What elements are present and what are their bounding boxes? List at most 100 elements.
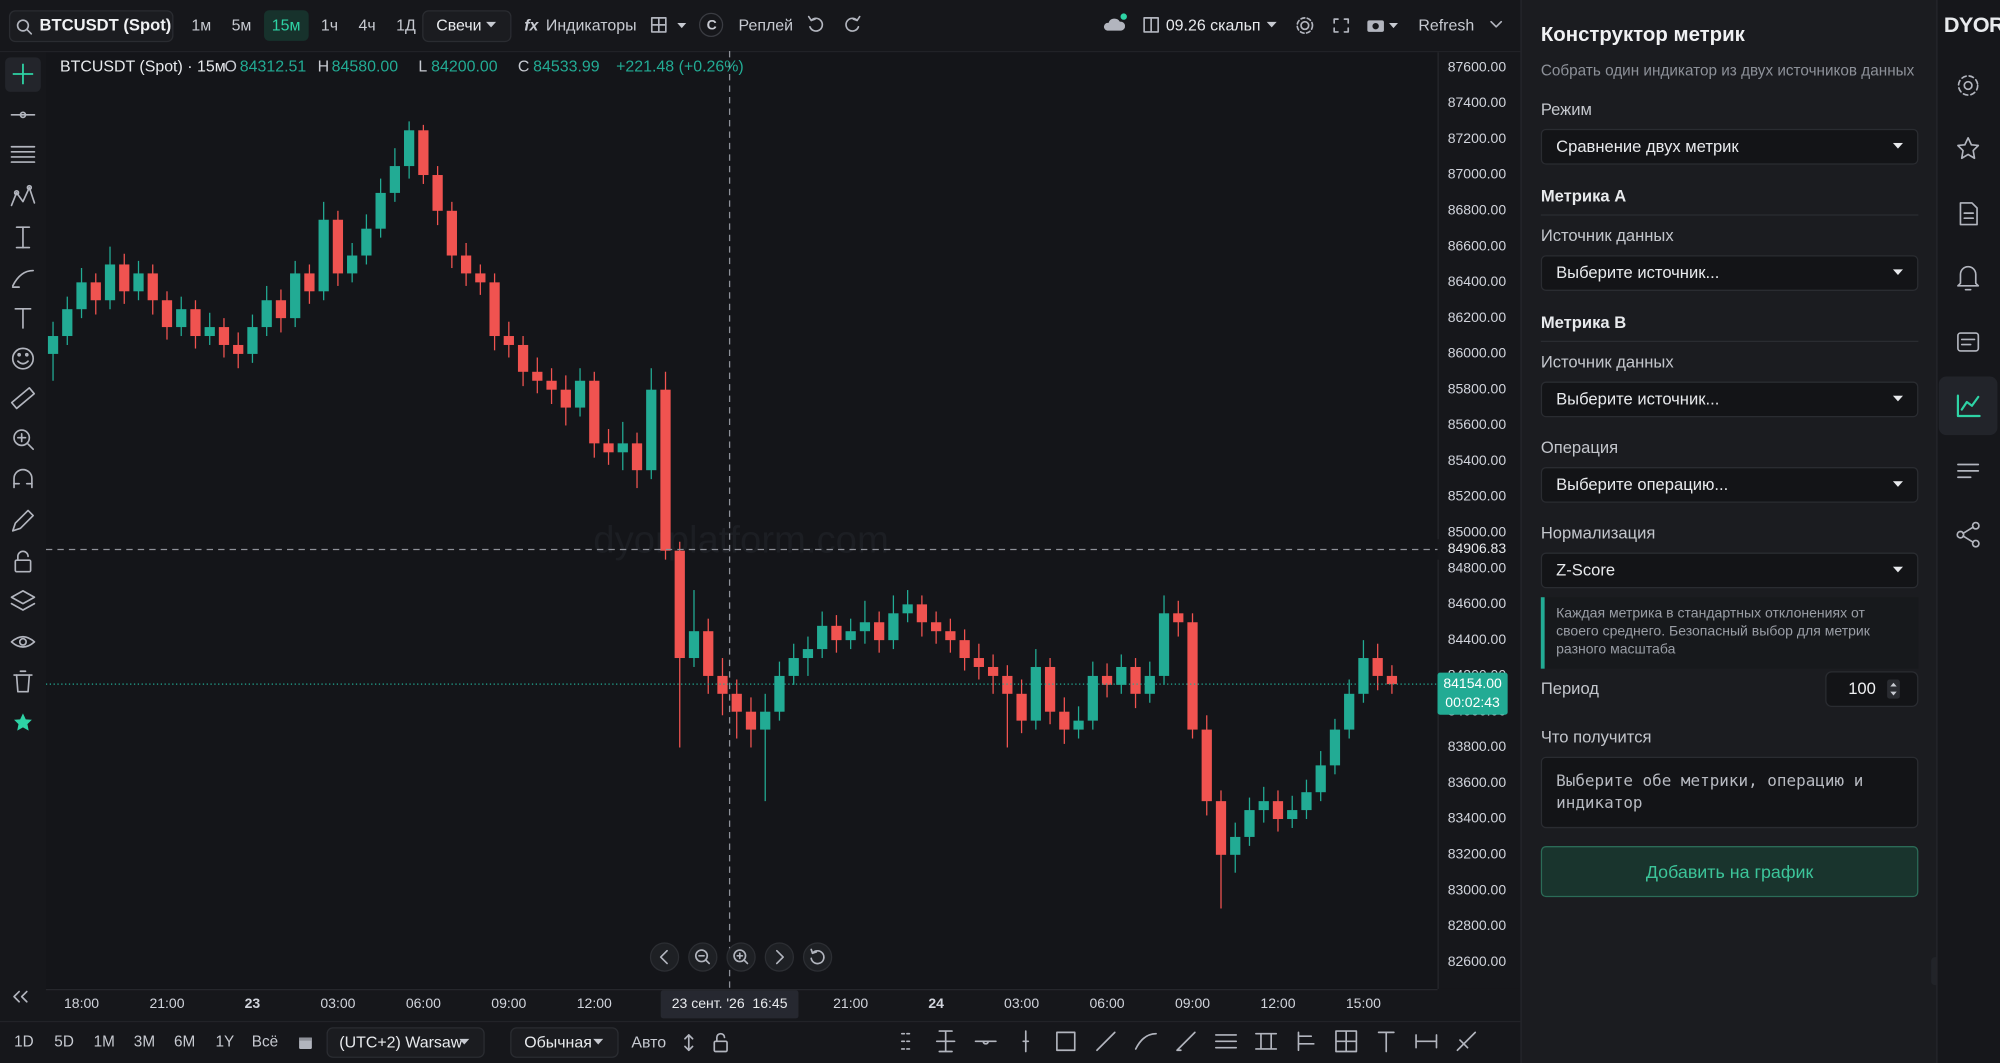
drawing-tool[interactable] (1415, 1034, 1438, 1049)
divider (1540, 214, 1919, 216)
y-tick-label: 82600.00 (1448, 953, 1507, 969)
timezone-select[interactable] (326, 1027, 485, 1058)
scale-mode-select[interactable] (510, 1027, 619, 1058)
range-button[interactable]: 1M (93, 1032, 115, 1051)
y-tick-label: 85000.00 (1448, 524, 1507, 540)
top-right-icons[interactable] (1295, 15, 1410, 35)
bottom-bar (0, 1020, 1521, 1063)
chart-style-select[interactable] (422, 10, 512, 43)
candle-body (475, 273, 486, 283)
chart-style[interactable]: Свечи (436, 16, 482, 35)
undo-redo[interactable] (806, 15, 865, 35)
candle-body (1215, 801, 1227, 855)
search-icon (16, 19, 33, 35)
drawing-tool[interactable] (1176, 1031, 1196, 1052)
replay-button[interactable]: Реплей (738, 16, 794, 35)
range-button[interactable]: 6M (173, 1032, 196, 1051)
legend-high-label: H (317, 57, 330, 76)
range-button[interactable]: Всё (251, 1032, 279, 1051)
add-to-chart-button[interactable]: Добавить на график (1540, 846, 1919, 898)
symbol[interactable]: BTCUSDT (Spot) (39, 15, 172, 35)
candle-body (1030, 666, 1041, 721)
tool-icons[interactable] (0, 51, 46, 1021)
interval-button[interactable]: 5м (231, 16, 252, 35)
drawing-tool[interactable] (1096, 1031, 1116, 1052)
compare-ring[interactable] (698, 12, 724, 38)
scale-mode[interactable]: Обычная (524, 1033, 592, 1052)
auto-scale[interactable]: Авто (631, 1033, 667, 1052)
drawing-tools[interactable] (857, 1023, 1488, 1059)
interval-button[interactable]: 1ч (320, 16, 339, 35)
candle-body (859, 622, 871, 632)
interval-button[interactable]: 15м (264, 10, 309, 41)
cloud-icon[interactable] (1102, 13, 1130, 36)
normalization-select[interactable]: Z-Score (1540, 552, 1919, 589)
calendar-icon[interactable] (297, 1034, 315, 1052)
candle-body (1258, 801, 1269, 811)
candle-body (503, 336, 514, 345)
drawing-tool[interactable] (1214, 1034, 1238, 1049)
drawing-tool[interactable] (1377, 1031, 1395, 1053)
drawing-tool[interactable] (1134, 1032, 1157, 1050)
legend-open-label: O (224, 57, 237, 76)
metric-a-heading: Метрика A (1540, 186, 1627, 206)
interval-button[interactable]: 1м (191, 16, 212, 35)
collapse-caret[interactable] (1490, 20, 1503, 29)
chart-nav-buttons[interactable] (647, 939, 836, 975)
drawing-tool[interactable] (1056, 1031, 1076, 1052)
operation-select[interactable]: Выберите операцию... (1540, 467, 1919, 503)
drawing-tool[interactable] (1022, 1030, 1030, 1053)
candle-body (674, 550, 685, 659)
period-spinner[interactable] (1886, 679, 1901, 699)
scale-icons[interactable] (679, 1031, 735, 1054)
candle-body (104, 264, 116, 301)
indicators-button[interactable]: Индикаторы (545, 16, 637, 35)
metric-a-source-select[interactable]: Выберите источник... (1540, 255, 1919, 291)
legend-close-label: C (517, 57, 530, 76)
indicators-icon[interactable]: fx (524, 16, 539, 35)
interval-button[interactable]: 4ч (358, 16, 376, 35)
drawing-tool[interactable] (1456, 1031, 1477, 1052)
y-tick-label: 83200.00 (1448, 846, 1507, 862)
range-button[interactable]: 5D (54, 1032, 74, 1051)
refresh-button[interactable]: Refresh (1418, 16, 1475, 35)
legend-change: +221.48 (+0.26%) (616, 57, 744, 76)
range-button[interactable]: 3M (133, 1032, 156, 1051)
symbol-search[interactable] (8, 10, 174, 43)
x-tick-label: 18:00 (64, 995, 99, 1011)
candle-body (646, 389, 657, 471)
layout-icon[interactable] (650, 17, 692, 35)
drawing-tool[interactable] (935, 1030, 956, 1053)
x-tick-label: 03:00 (1004, 995, 1039, 1011)
candle-body (1244, 810, 1255, 837)
normalization-hint: Каждая метрика в стандартных отклонениях… (1540, 597, 1919, 669)
candle-body (973, 658, 984, 667)
drawing-tool[interactable] (900, 1032, 911, 1050)
candle-body (760, 711, 771, 730)
mode-select[interactable]: Сравнение двух метрик (1540, 128, 1919, 165)
drawing-tool[interactable] (1335, 1030, 1358, 1053)
period-input[interactable] (1825, 671, 1919, 707)
metric-b-source-select[interactable]: Выберите источник... (1540, 381, 1919, 418)
x-tick-label: 24 (928, 995, 944, 1011)
legend-open: 84312.51 (239, 57, 307, 76)
range-button[interactable]: 1Y (215, 1032, 235, 1051)
x-tick-label: 23 (245, 995, 261, 1011)
drawing-tool[interactable] (974, 1040, 997, 1045)
metric-a-source-value: Выберите источник... (1556, 262, 1720, 283)
layout-name[interactable]: 09.26 скальп (1165, 16, 1261, 35)
candle-body (745, 711, 757, 730)
drawing-tool[interactable] (1255, 1032, 1278, 1050)
candle-body (1173, 613, 1184, 623)
drawing-tool[interactable] (1297, 1031, 1315, 1052)
compare-button[interactable]: C (706, 17, 717, 34)
period-value[interactable]: 100 (1848, 678, 1876, 699)
normalization-value: Z-Score (1556, 560, 1616, 580)
timezone[interactable]: (UTC+2) Warsaw (339, 1033, 463, 1052)
logo[interactable]: DYOR (1943, 12, 2000, 38)
right-icons[interactable] (1936, 0, 2000, 561)
range-button[interactable]: 1D (14, 1032, 34, 1051)
caret (459, 1038, 470, 1045)
interval-button[interactable]: 1Д (396, 16, 416, 35)
